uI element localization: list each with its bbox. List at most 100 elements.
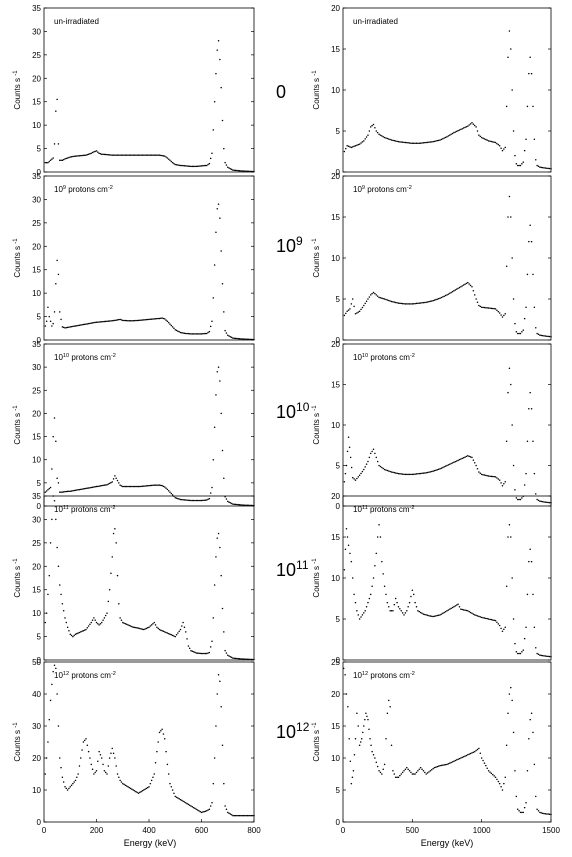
data-point	[496, 621, 498, 624]
data-point	[364, 466, 366, 468]
axes-frame	[43, 175, 255, 341]
y-tick-label: 20	[32, 409, 41, 418]
data-point	[435, 298, 437, 301]
data-point	[213, 264, 216, 266]
data-point	[532, 440, 534, 442]
data-point	[199, 333, 201, 335]
data-point	[429, 770, 432, 772]
data-point	[94, 321, 96, 324]
data-point	[136, 485, 138, 488]
data-point	[47, 489, 49, 491]
data-point	[500, 147, 502, 149]
data-point	[449, 608, 451, 610]
data-point	[358, 618, 361, 620]
data-point	[102, 763, 104, 766]
data-point	[44, 491, 47, 493]
data-point	[115, 477, 117, 479]
data-point	[521, 651, 523, 653]
data-point	[72, 325, 74, 328]
data-point	[367, 298, 369, 300]
data-point	[486, 139, 488, 141]
data-point	[174, 163, 176, 166]
y-tick-label: 20	[32, 562, 41, 571]
data-point	[162, 733, 165, 735]
data-point	[375, 552, 378, 555]
data-point	[44, 161, 47, 164]
data-point	[179, 331, 182, 334]
data-point	[161, 317, 163, 319]
data-point	[450, 133, 452, 136]
data-point	[540, 334, 543, 337]
data-point	[196, 652, 199, 654]
data-point	[544, 813, 547, 815]
data-point	[523, 484, 526, 486]
data-point	[190, 333, 192, 335]
data-point	[512, 618, 515, 620]
data-point	[480, 757, 483, 759]
data-point	[57, 565, 60, 568]
data-point	[417, 770, 419, 772]
y-tick-label: 0	[37, 168, 42, 177]
data-point	[241, 504, 243, 506]
data-point	[444, 610, 447, 613]
data-point	[541, 812, 544, 814]
data-point	[190, 649, 192, 652]
data-point	[191, 650, 194, 652]
data-point	[194, 651, 196, 654]
data-point	[91, 486, 94, 488]
data-point	[530, 560, 533, 563]
data-point	[485, 617, 487, 620]
data-point	[160, 154, 162, 157]
axes-frame	[342, 175, 552, 341]
data-point	[349, 308, 351, 310]
data-point	[240, 504, 242, 506]
data-point	[242, 338, 245, 340]
data-point	[219, 217, 221, 219]
data-point	[393, 301, 396, 303]
data-point	[503, 314, 505, 317]
data-point	[469, 752, 472, 755]
data-point	[365, 463, 368, 465]
data-point	[181, 625, 183, 627]
data-point	[487, 770, 490, 772]
data-point	[515, 497, 518, 499]
data-point	[157, 741, 159, 743]
data-point	[234, 169, 237, 172]
data-point	[367, 718, 369, 721]
data-point	[421, 472, 423, 475]
data-point	[242, 504, 245, 506]
data-point	[83, 739, 86, 742]
fluence-label: 1010	[276, 400, 310, 422]
data-point	[208, 330, 211, 333]
data-point	[358, 143, 361, 145]
data-point	[547, 813, 549, 815]
data-point	[512, 130, 515, 132]
data-point	[537, 499, 540, 502]
data-point	[371, 292, 373, 295]
data-point	[476, 467, 479, 470]
data-point	[343, 150, 346, 153]
data-point	[374, 292, 376, 295]
data-point	[522, 649, 525, 651]
data-point	[140, 485, 142, 488]
x-tick-label: 0	[341, 826, 346, 835]
data-point	[388, 699, 390, 702]
data-point	[131, 154, 133, 156]
data-point	[152, 318, 154, 320]
data-point	[375, 294, 378, 296]
data-point	[72, 489, 74, 492]
data-point	[165, 750, 167, 753]
data-point	[431, 300, 433, 302]
data-point	[244, 338, 246, 340]
data-point	[80, 488, 82, 491]
data-point	[152, 776, 154, 778]
y-axis-label: Counts s -1	[13, 238, 22, 278]
data-point	[157, 154, 159, 156]
data-point	[175, 329, 178, 332]
panel-annotation: un-irradiated	[54, 17, 99, 26]
data-point	[358, 474, 361, 476]
data-point	[404, 473, 407, 476]
data-point	[82, 741, 85, 743]
data-point	[494, 776, 497, 778]
data-point	[158, 154, 161, 156]
